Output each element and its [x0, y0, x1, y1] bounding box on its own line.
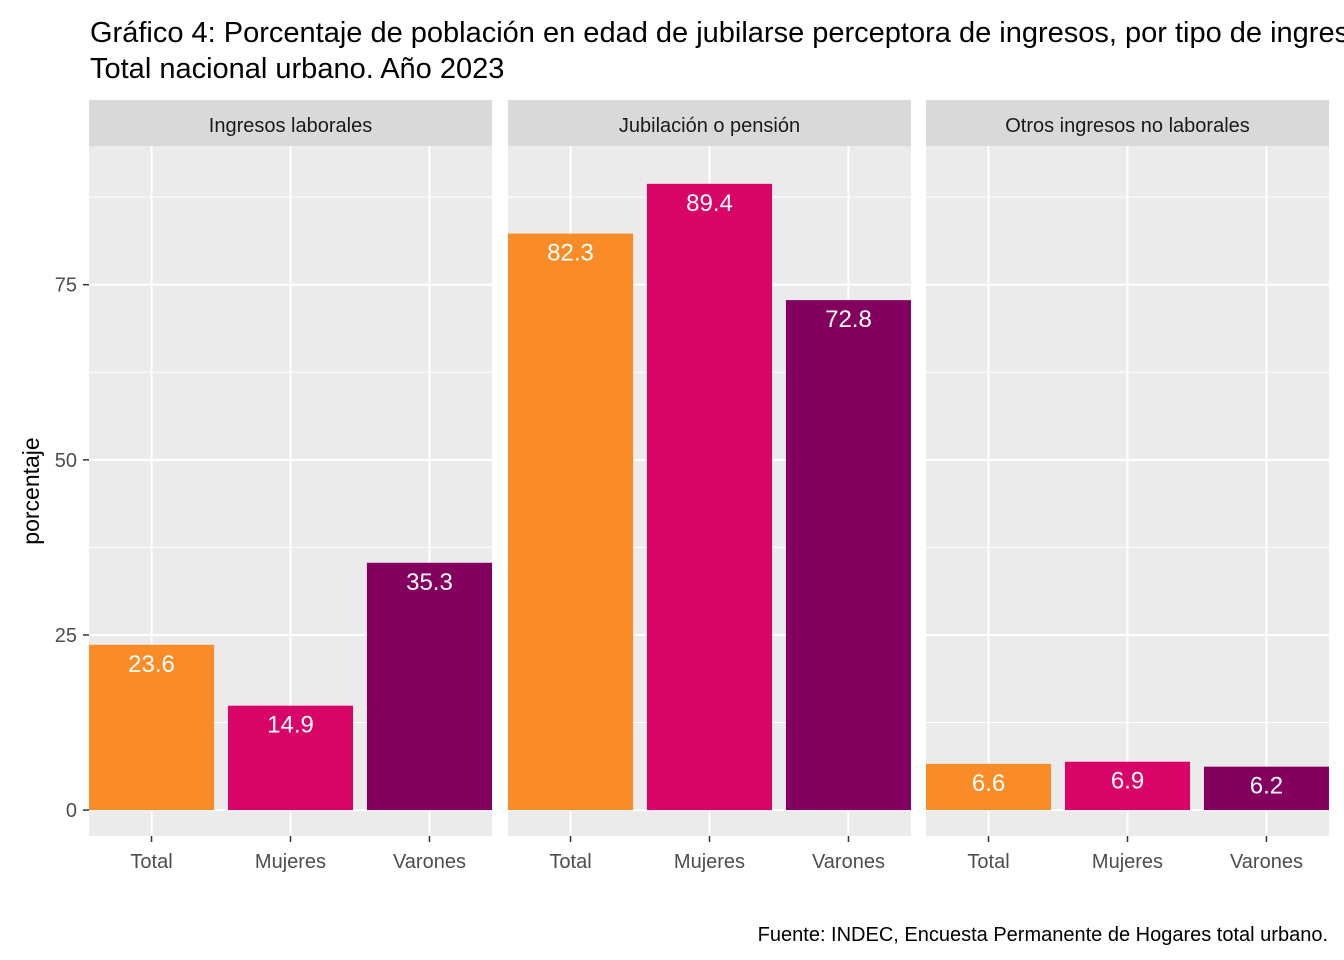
bar-value-label: 82.3 — [547, 240, 594, 267]
panel-strip — [926, 100, 1329, 146]
bar-value-label: 35.3 — [406, 569, 453, 596]
bar — [227, 705, 354, 811]
chart-title-line-1: Gráfico 4: Porcentaje de población en ed… — [90, 17, 1344, 49]
chart-title-line-2: Total nacional urbano. Año 2023 — [90, 53, 504, 85]
bar — [89, 644, 215, 811]
x-tick-label: Total — [549, 851, 591, 873]
bar-value-label: 89.4 — [686, 190, 733, 217]
y-tick-label: 50 — [55, 450, 77, 472]
panel-strip — [508, 100, 911, 146]
panel-title: Ingresos laborales — [209, 115, 372, 137]
chart-caption: Fuente: INDEC, Encuesta Permanente de Ho… — [758, 924, 1328, 946]
bar — [508, 233, 634, 811]
x-tick-label: Mujeres — [674, 851, 745, 873]
x-tick-label: Varones — [1230, 851, 1303, 873]
panel-title: Otros ingresos no laborales — [1005, 115, 1250, 137]
panel-title: Jubilación o pensión — [619, 115, 800, 137]
x-tick-label: Varones — [393, 851, 466, 873]
bar-value-label: 72.8 — [825, 306, 872, 333]
x-tick-label: Varones — [812, 851, 885, 873]
x-tick-label: Total — [130, 851, 172, 873]
bar — [366, 562, 492, 811]
bar — [785, 300, 911, 811]
x-tick-label: Mujeres — [255, 851, 326, 873]
bar — [1064, 761, 1191, 811]
bar-value-label: 6.9 — [1111, 768, 1144, 795]
bar-value-label: 6.6 — [972, 770, 1005, 797]
bar — [1203, 766, 1329, 811]
y-tick-label: 0 — [66, 800, 77, 822]
y-tick-label: 75 — [55, 275, 77, 297]
panel-strip — [89, 100, 492, 146]
x-tick-label: Mujeres — [1092, 851, 1163, 873]
bar-value-label: 6.2 — [1250, 773, 1283, 800]
bar-value-label: 23.6 — [128, 651, 175, 678]
x-tick-label: Total — [967, 851, 1009, 873]
y-tick-label: 25 — [55, 625, 77, 647]
plot-area: Ingresos laborales 23.6 14.9 35.3 Total Mujer… — [55, 100, 1329, 873]
bar-value-label: 14.9 — [267, 712, 314, 739]
bar — [926, 763, 1052, 811]
bar — [646, 183, 773, 811]
y-axis-label: porcentaje — [18, 437, 44, 544]
